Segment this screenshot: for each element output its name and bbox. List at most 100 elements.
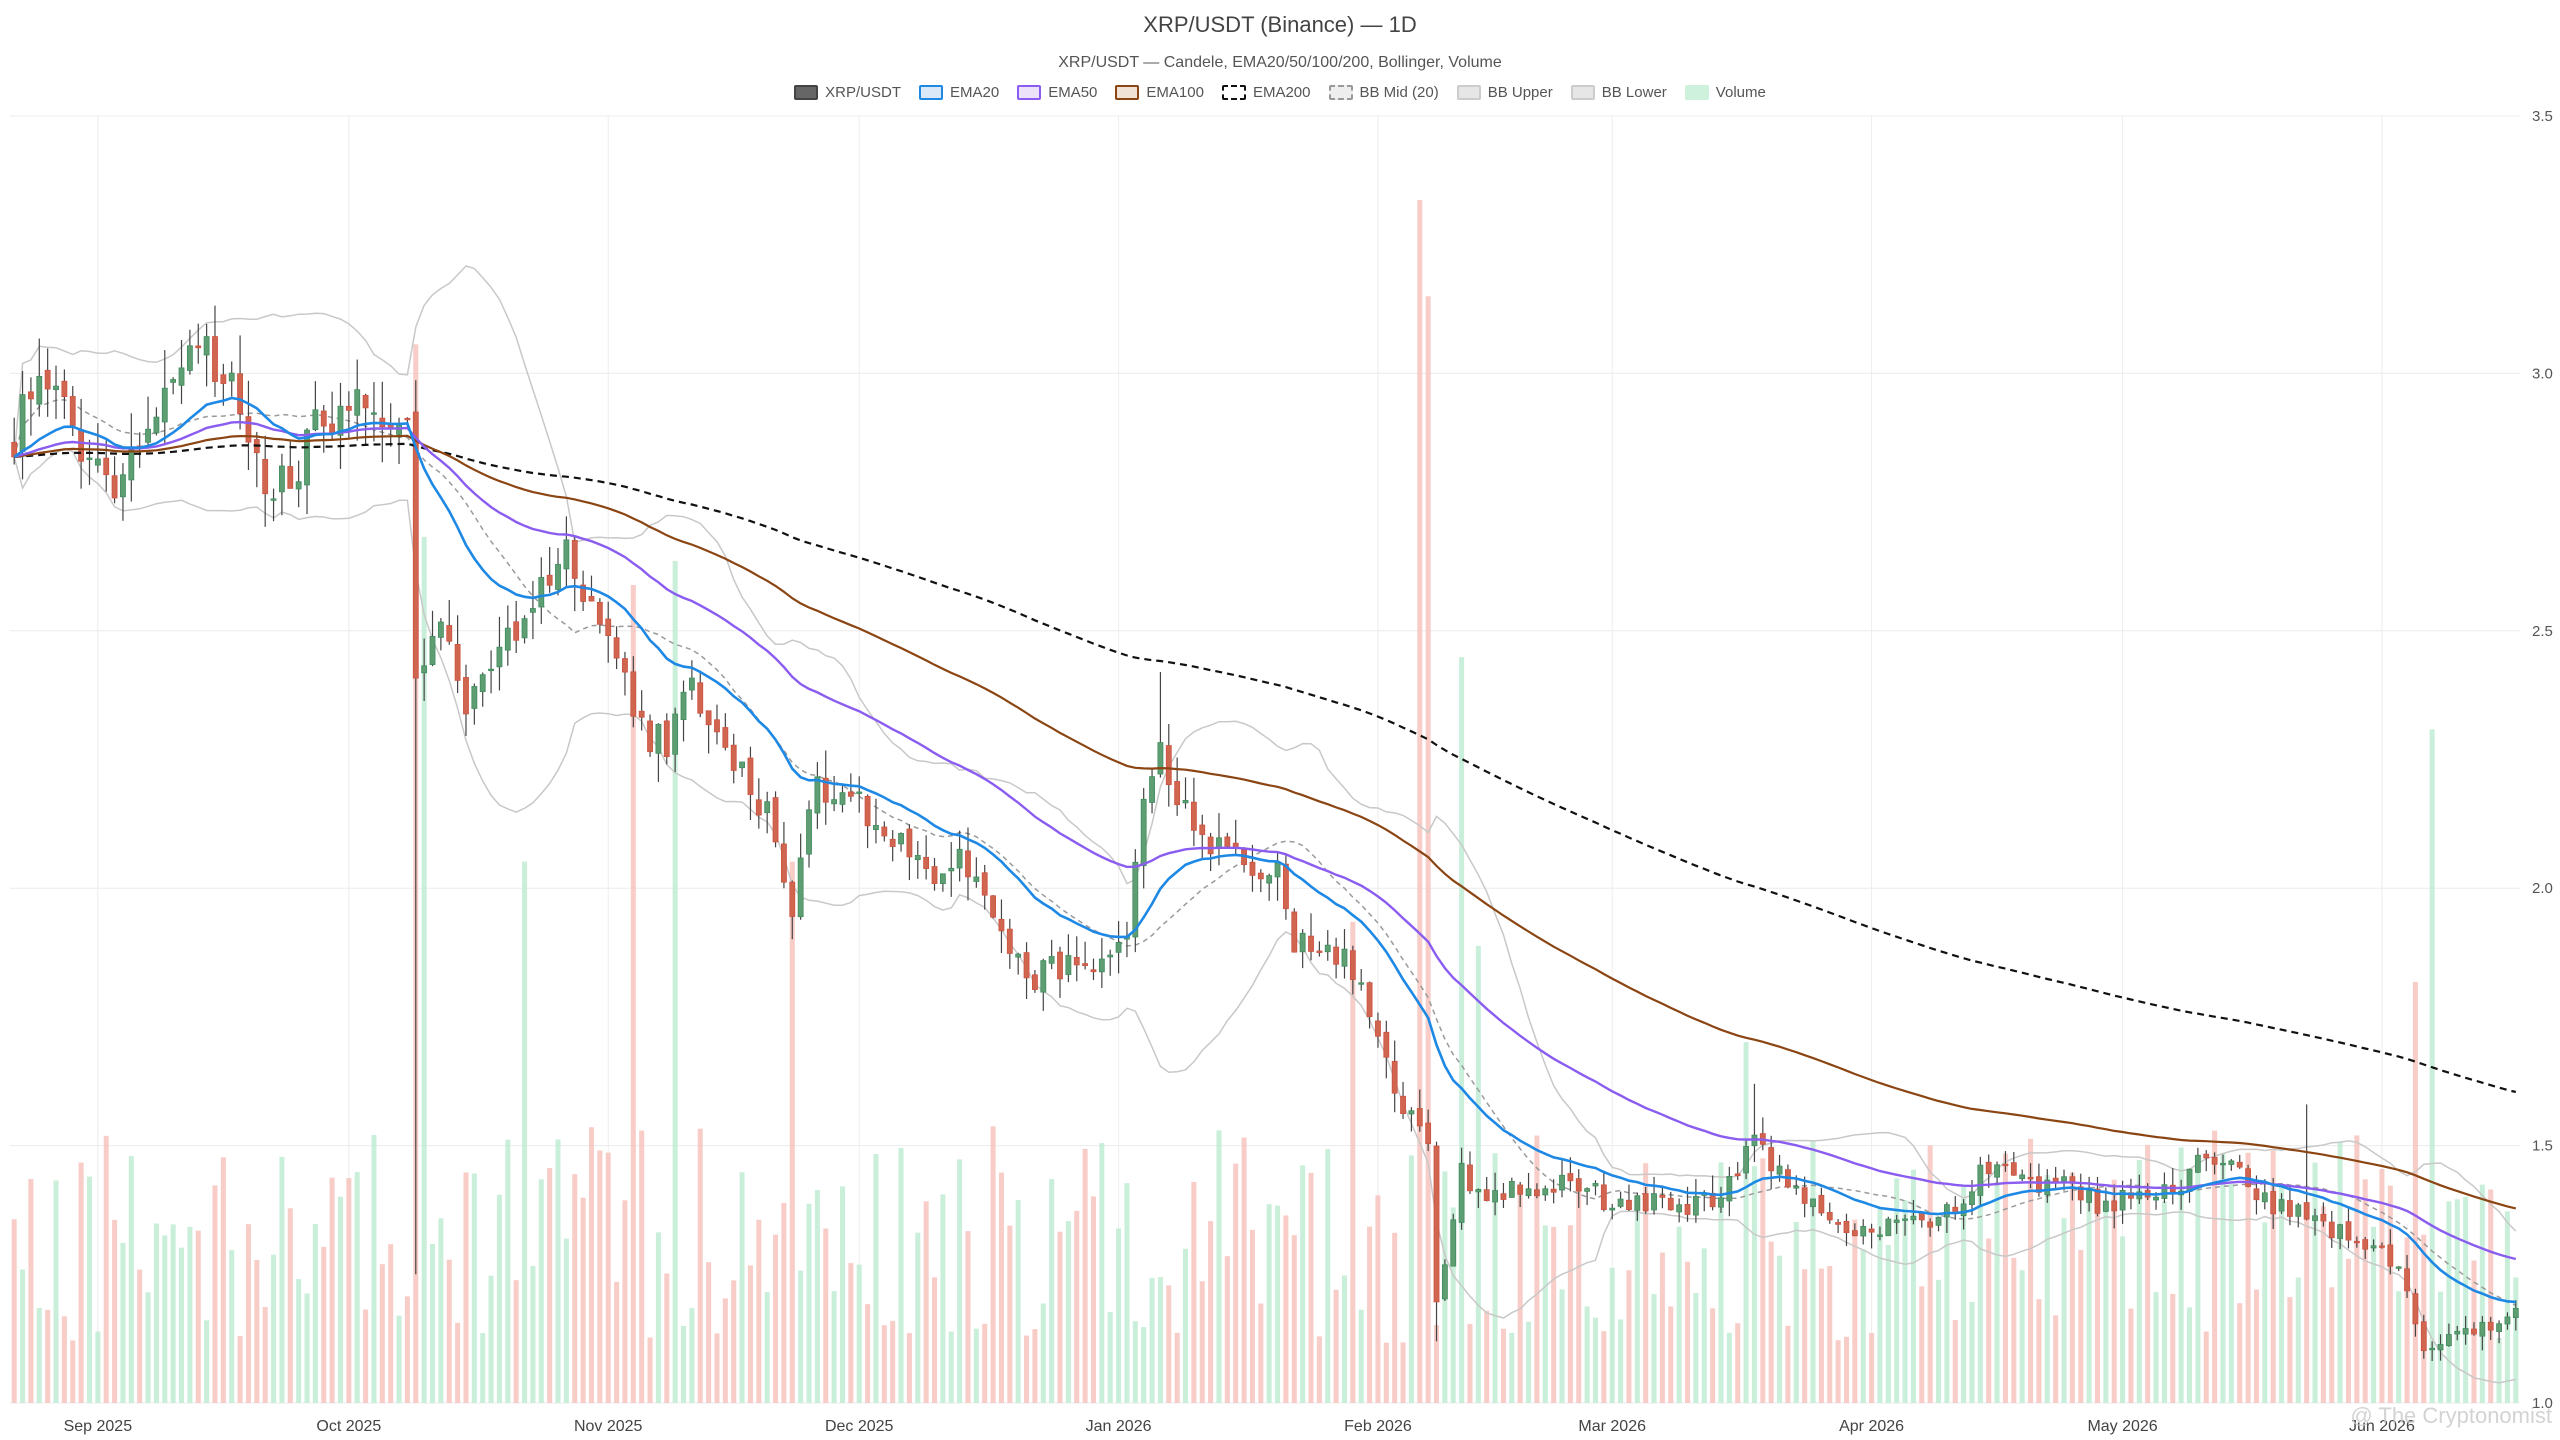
volume-bar (1777, 1255, 1783, 1403)
volume-bar (1408, 1155, 1414, 1403)
legend-swatch (919, 85, 943, 100)
volume-bar (404, 1296, 410, 1403)
candle-body (1467, 1164, 1473, 1192)
volume-bar (1944, 1207, 1950, 1403)
candle-body (396, 424, 402, 435)
volume-bar (1576, 1190, 1582, 1403)
candle-body (1910, 1215, 1917, 1221)
volume-bar (463, 1172, 469, 1403)
volume-bar (1358, 1309, 1364, 1403)
volume-bar (1659, 1252, 1665, 1403)
legend-label: EMA200 (1252, 84, 1311, 101)
candle-body (739, 761, 745, 769)
candle-body (2228, 1160, 2235, 1165)
candle-body (2479, 1321, 2486, 1337)
candle-body (2119, 1189, 2126, 1211)
legend-swatch (1115, 85, 1140, 100)
volume-bar (1751, 1166, 1757, 1403)
candle-body (647, 720, 653, 753)
volume-bar (747, 1265, 753, 1403)
candle-body (638, 710, 645, 718)
x-tick-label: May 2026 (2087, 1418, 2157, 1435)
candle-body (2128, 1192, 2134, 1199)
candle-body (571, 539, 578, 579)
volume-bar (1685, 1261, 1691, 1403)
volume-bar (1986, 1238, 1992, 1403)
candle-body (1383, 1031, 1390, 1058)
candle-body (1609, 1207, 1616, 1211)
candle-body (806, 809, 812, 855)
volume-bar (555, 1139, 561, 1403)
candle-body (170, 379, 177, 383)
candle-body (2429, 1347, 2436, 1351)
volume-bar (170, 1224, 176, 1403)
volume-bar (187, 1226, 193, 1403)
candle-body (705, 710, 712, 726)
candle-body (195, 345, 202, 349)
candle-body (78, 429, 85, 462)
volume-bar (1300, 1165, 1306, 1403)
candle-body (362, 394, 369, 409)
volume-bar (53, 1180, 59, 1403)
volume-bar (1099, 1143, 1105, 1403)
candle-body (973, 876, 980, 882)
candle-body (2362, 1239, 2369, 1250)
volume-bar (756, 1219, 762, 1403)
legend-label: BB Upper (1487, 84, 1553, 101)
candle-body (2153, 1196, 2159, 1201)
candle-body (730, 744, 737, 771)
volume-bar (689, 1307, 695, 1403)
candle-body (1776, 1165, 1783, 1175)
volume-bar (1810, 1140, 1816, 1403)
volume-bar (120, 1243, 126, 1403)
candle-body (1868, 1228, 1875, 1233)
candle-body (1525, 1188, 1532, 1197)
volume-bar (2061, 1218, 2067, 1403)
volume-bar (2103, 1205, 2109, 1403)
volume-bar (1024, 1335, 1030, 1403)
volume-bar (597, 1150, 603, 1403)
candle-body (881, 826, 888, 837)
volume-bar (2011, 1257, 2017, 1403)
candle-body (1584, 1188, 1591, 1192)
volume-bar (681, 1325, 687, 1403)
volume-bar (2446, 1201, 2452, 1403)
volume-bar (1835, 1340, 1841, 1403)
candle-body (1676, 1204, 1683, 1213)
volume-bar (137, 1269, 143, 1403)
volume-bar (2069, 1172, 2075, 1403)
volume-bar (563, 1238, 569, 1403)
volume-bar (363, 1309, 369, 1403)
x-tick-label: Jan 2026 (1086, 1418, 1152, 1435)
candle-body (1006, 928, 1013, 954)
volume-bar (2345, 1258, 2351, 1403)
candle-body (555, 563, 561, 590)
candle-body (1082, 963, 1089, 967)
legend-item: XRP/USDT (794, 84, 901, 101)
volume-series (11, 200, 2519, 1403)
volume-bar (1492, 1153, 1498, 1403)
candle-body (2420, 1321, 2427, 1352)
candle-body (2387, 1244, 2394, 1267)
candles (11, 305, 2519, 1361)
volume-bar (2053, 1315, 2059, 1403)
volume-bar (1994, 1182, 2000, 1403)
candle-body (1969, 1191, 1975, 1205)
volume-bar (2295, 1277, 2301, 1403)
volume-bar (2454, 1199, 2460, 1403)
volume-bar (1417, 200, 1423, 1403)
volume-bar (1802, 1269, 1808, 1403)
volume-bar (1149, 1277, 1155, 1403)
candle-body (2345, 1221, 2352, 1241)
candle-body (605, 618, 612, 637)
candle-body (1492, 1190, 1498, 1203)
candle-body (1458, 1162, 1465, 1223)
volume-bar (588, 1127, 594, 1403)
volume-bar (965, 1231, 971, 1403)
candle-body (2462, 1328, 2469, 1335)
volume-bar (881, 1325, 887, 1403)
volume-bar (237, 1336, 243, 1403)
candle-body (672, 713, 679, 755)
volume-bar (622, 1200, 628, 1403)
candle-body (1902, 1218, 1908, 1221)
